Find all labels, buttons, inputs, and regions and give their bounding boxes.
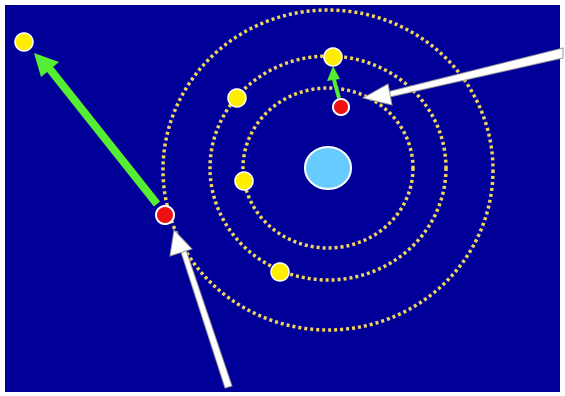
electron-ejected	[14, 32, 34, 52]
electron-middle-bottom	[270, 262, 290, 282]
orbit-outer	[161, 8, 495, 332]
electron-excited-inner	[332, 98, 350, 116]
green-arrow-long-head	[34, 53, 59, 77]
photon-arrow-right-head	[361, 83, 393, 106]
nucleus	[304, 146, 352, 190]
electron-middle-left	[227, 88, 247, 108]
green-arrow-short-shaft	[332, 79, 341, 99]
green-arrow-short-head	[327, 66, 340, 81]
photon-arrow-bottom	[169, 228, 233, 389]
green-arrow-long-shaft	[45, 65, 161, 207]
orbit-inner	[241, 86, 415, 250]
electron-excited-outer	[155, 205, 175, 225]
photon-arrow-bottom-head	[169, 228, 193, 257]
photon-arrow-right	[361, 47, 564, 106]
electron-inner-left	[234, 171, 254, 191]
electron-outer-top	[323, 47, 343, 67]
diagram-background	[5, 5, 560, 392]
